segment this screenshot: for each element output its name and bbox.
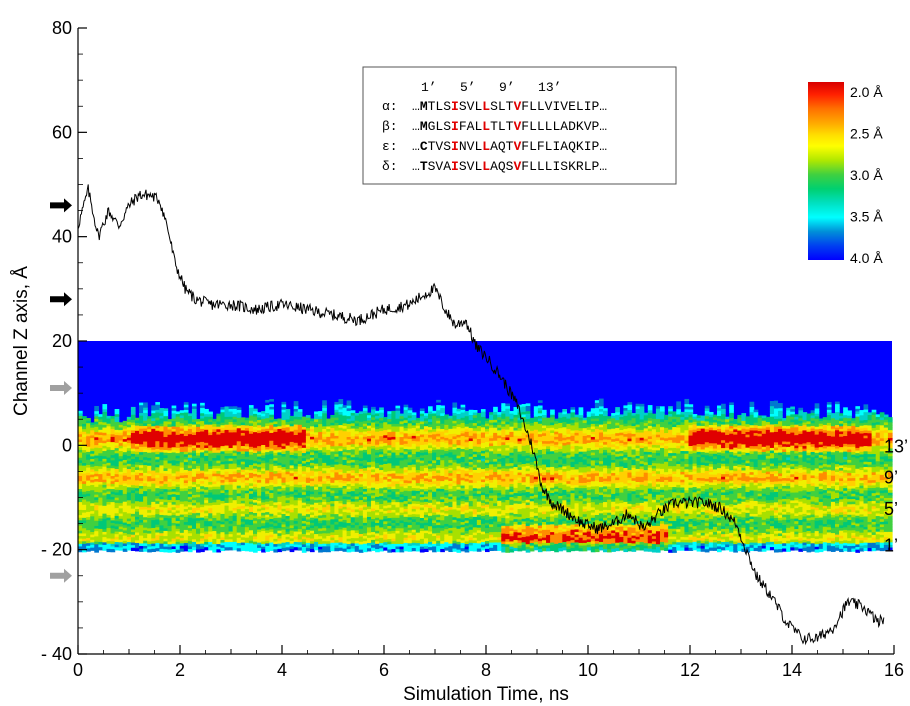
colorbar-label: 2.0 Å: [850, 84, 883, 100]
x-tick-label: 2: [175, 660, 185, 680]
sequence-box: 1’ 5’ 9’ 13’ α: …MTLSISVLLSLTVFLLVIVELIP……: [362, 66, 677, 185]
residue-label: 13’: [884, 436, 908, 456]
colorbar-label: 3.5 Å: [850, 209, 883, 225]
sequence-segment: SVL: [459, 99, 482, 114]
colorbar-label: 2.5 Å: [850, 126, 883, 142]
sequence-segment: …: [412, 139, 420, 154]
x-tick-label: 6: [379, 660, 389, 680]
sequence-segment: V: [513, 99, 521, 114]
sequence-segment: …: [412, 159, 420, 174]
sequence-segment: V: [513, 119, 521, 134]
heatmap: [78, 341, 893, 553]
side-arrow: [50, 198, 72, 213]
y-tick-label: 40: [52, 227, 72, 247]
y-axis-label: Channel Z axis, Å: [11, 266, 32, 416]
sequence-segment: AQT: [490, 139, 514, 154]
x-tick-label: 0: [73, 660, 83, 680]
sequence-segment: L: [482, 119, 490, 134]
x-tick-label: 8: [481, 660, 491, 680]
sequence-segment: TLS: [428, 99, 452, 114]
sequence-segment: V: [513, 139, 521, 154]
sequence-segment: …: [412, 119, 420, 134]
sequence-segment: TLT: [490, 119, 514, 134]
sequence-segment: M: [420, 119, 428, 134]
sequence-segment: V: [513, 159, 521, 174]
sequence-segment: FAL: [459, 119, 482, 134]
sequence-segment: FLFLIAQKIP…: [521, 139, 607, 154]
sequence-text: …MGLSIFALLTLTVFLLLLADKVP…: [412, 119, 607, 134]
sequence-segment: M: [420, 99, 428, 114]
y-tick-label: - 20: [41, 540, 72, 560]
x-axis-label: Simulation Time, ns: [403, 684, 569, 705]
sequence-segment: FLLLISKRLP…: [521, 159, 607, 174]
side-arrow: [50, 292, 72, 307]
side-arrows: [50, 198, 72, 583]
x-tick-label: 10: [578, 660, 598, 680]
sequence-segment: AQS: [490, 159, 514, 174]
sequence-label: δ:: [382, 159, 398, 174]
sequence-segment: I: [451, 119, 459, 134]
trajectory-line: [78, 184, 885, 646]
y-tick-label: 0: [62, 435, 72, 455]
sequence-segment: C: [420, 139, 428, 154]
y-tick-label: - 40: [41, 644, 72, 664]
sequence-segment: SLT: [490, 99, 514, 114]
y-tick-label: 80: [52, 18, 72, 38]
colorbar-label: 4.0 Å: [850, 250, 883, 266]
sequence-text: …MTLSISVLLSLTVFLLVIVELIP…: [412, 99, 607, 114]
sequence-segment: L: [482, 139, 490, 154]
side-arrow: [50, 568, 72, 583]
sequence-label: ε:: [382, 139, 398, 154]
sequence-segment: L: [482, 99, 490, 114]
sequence-segment: NVL: [459, 139, 482, 154]
residue-label: 1’: [884, 535, 898, 555]
sequence-segment: SVA: [428, 159, 452, 174]
colorbar: 2.0 Å 2.5 Å 3.0 Å 3.5 Å 4.0 Å: [808, 82, 883, 266]
trajectory: [78, 184, 885, 646]
x-tick-label: 14: [782, 660, 802, 680]
x-tick-label: 12: [680, 660, 700, 680]
sequence-positions: 1’ 5’ 9’ 13’: [421, 80, 561, 95]
colorbar-label: 3.0 Å: [850, 167, 883, 183]
sequence-segment: GLS: [428, 119, 452, 134]
residue-labels: 13’ 9’ 5’ 1’: [884, 436, 908, 555]
sequence-segment: T: [420, 159, 428, 174]
axes: 0 2 4 6 8 10 12 14 16 - 40 - 20 0 20 40 60 80 Simulation…: [11, 18, 904, 705]
sequence-segment: …: [412, 99, 420, 114]
residue-label: 9’: [884, 468, 898, 488]
sequence-segment: FLLLLADKVP…: [521, 119, 607, 134]
sequence-label: α:: [382, 99, 398, 114]
sequence-segment: SVL: [459, 159, 482, 174]
sequence-segment: I: [451, 139, 459, 154]
side-arrow: [50, 380, 72, 395]
sequence-label: β:: [382, 119, 398, 134]
sequence-text: …TSVAISVLLAQSVFLLLISKRLP…: [412, 159, 607, 174]
residue-label: 5’: [884, 499, 898, 519]
sequence-text: …CTVSINVLLAQTVFLFLIAQKIP…: [412, 139, 607, 154]
y-tick-label: 60: [52, 122, 72, 142]
sequence-segment: FLLVIVELIP…: [521, 99, 607, 114]
sequence-segment: TVS: [428, 139, 452, 154]
sequence-segment: I: [451, 99, 459, 114]
y-tick-label: 20: [52, 331, 72, 351]
x-tick-label: 4: [277, 660, 287, 680]
sequence-segment: I: [451, 159, 459, 174]
sequence-segment: L: [482, 159, 490, 174]
x-tick-label: 16: [884, 660, 904, 680]
